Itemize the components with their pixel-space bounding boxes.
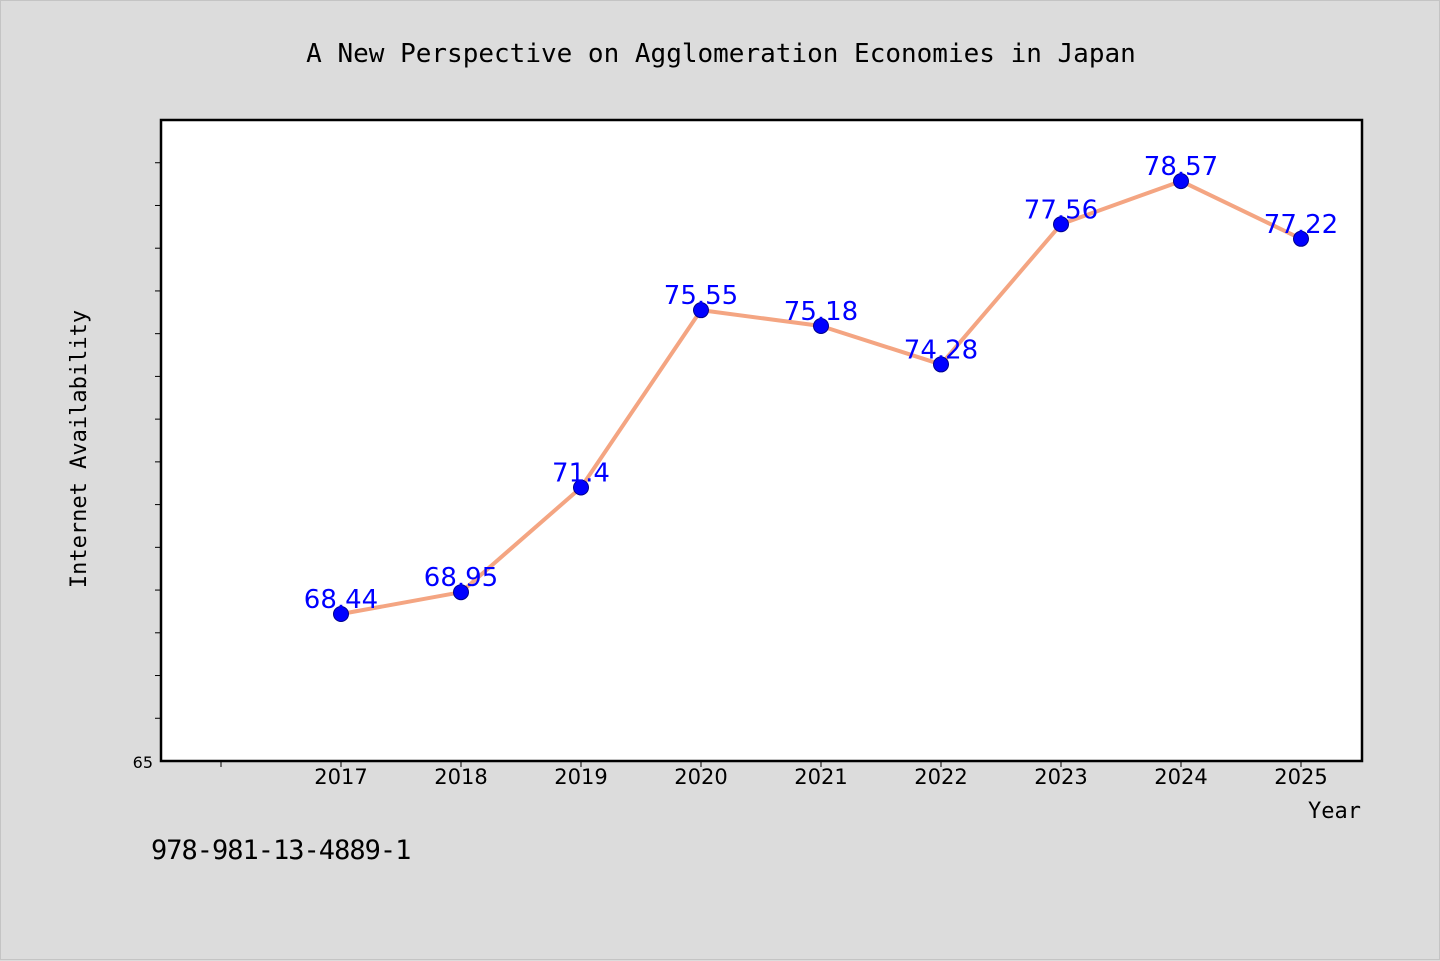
data-point [933,356,949,373]
data-point [1293,230,1309,247]
x-tick-label: 2021 [794,765,847,789]
data-point [693,302,709,319]
data-point [1053,216,1069,233]
data-point [573,479,589,496]
x-axis-label: Year [1308,799,1361,824]
isbn-text: 978-981-13-4889-1 [151,835,411,866]
data-point [813,317,829,334]
data-label: 68.95 [424,563,498,593]
data-label: 78.57 [1144,152,1218,182]
data-label: 75.55 [664,281,738,311]
x-tick-label: 2018 [434,765,487,789]
x-tick-label: 2019 [554,765,607,789]
data-label: 77.56 [1024,195,1098,225]
data-label: 75.18 [784,297,858,327]
data-labels: 68.44 68.95 71.4 75.55 75.18 74.28 77.56 78.57 7… [304,152,1338,615]
x-tick-labels: 2017 2018 2019 2020 2021 2022 2023 2024 2025 [314,765,1327,789]
data-markers [333,173,1309,622]
x-tick-label: 2017 [314,765,367,789]
y-tick-label: 65 [133,753,153,772]
data-point [453,584,469,601]
data-point [333,605,349,622]
y-axis-ticks [155,162,161,719]
x-tick-label: 2023 [1034,765,1087,789]
chart-title: A New Perspective on Agglomeration Econo… [306,39,1136,69]
x-tick-label: 2020 [674,765,727,789]
x-tick-label: 2024 [1154,765,1207,789]
y-axis-label: Internet Availability [67,310,92,588]
data-label: 77.22 [1264,210,1338,240]
plot-area [159,118,1364,763]
data-label: 71.4 [552,459,610,489]
data-label: 74.28 [904,335,978,365]
x-axis-ticks [220,761,1302,767]
data-point [1173,173,1189,190]
x-tick-label: 2022 [914,765,967,789]
x-tick-label: 2025 [1274,765,1327,789]
data-label: 68.44 [304,585,378,615]
